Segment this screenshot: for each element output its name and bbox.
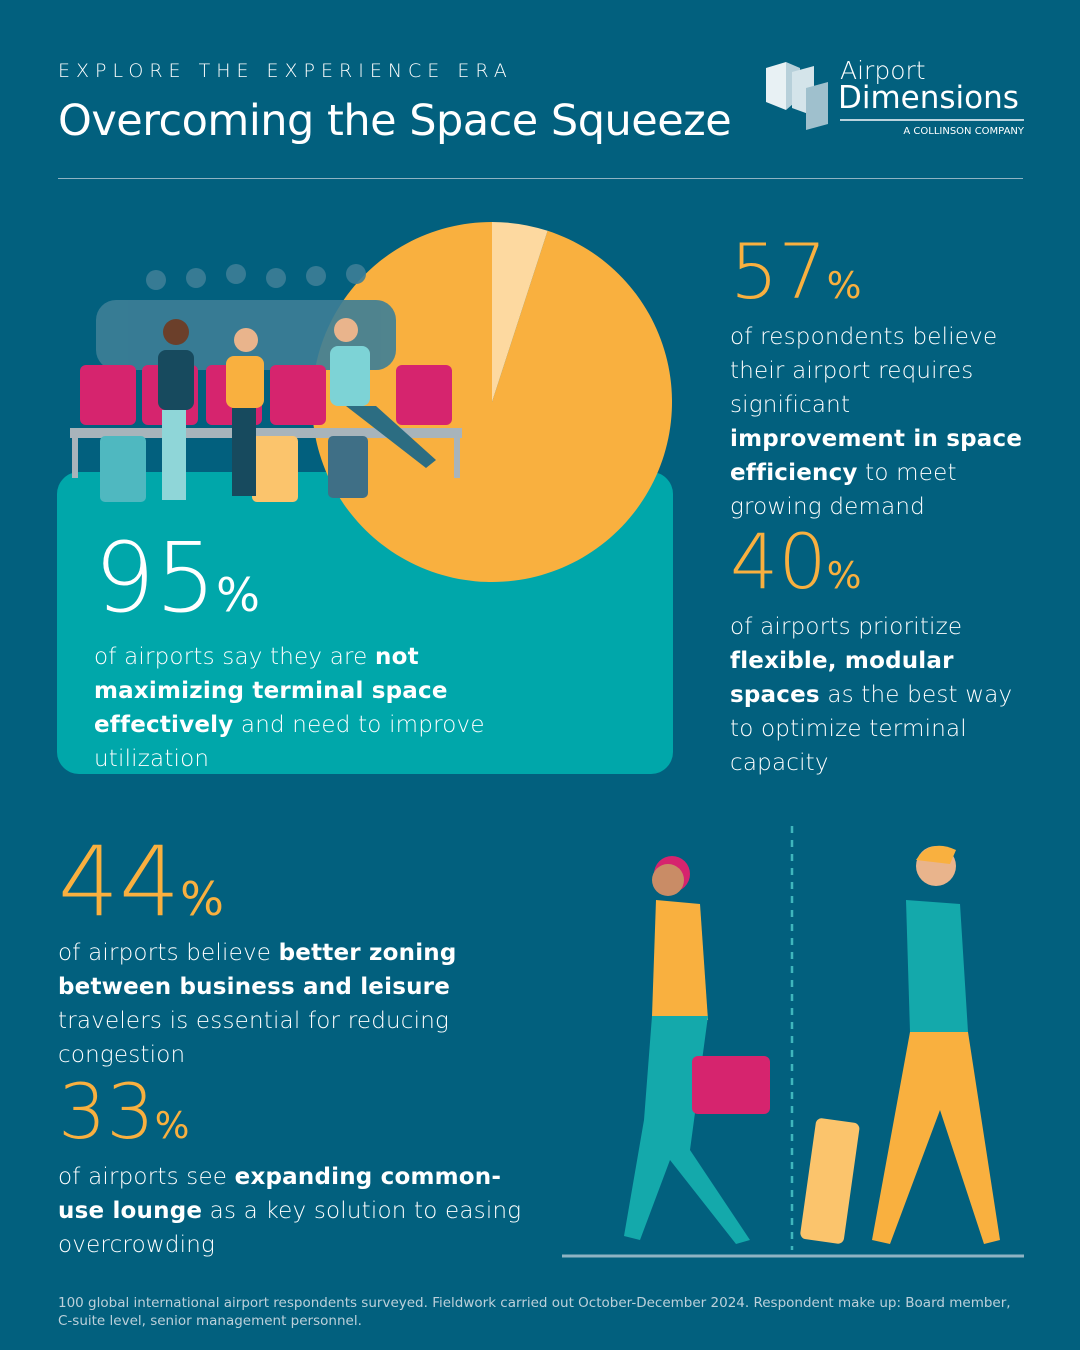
pie-chart <box>311 222 672 582</box>
logo-mark-icon <box>766 62 828 130</box>
pie-slice-95 <box>311 222 672 582</box>
pie-slice-5 <box>492 222 548 402</box>
page-title: Overcoming the Space Squeeze <box>58 96 732 146</box>
walking-travelers-illustration <box>562 826 1024 1258</box>
footnote: 100 global international airport respond… <box>58 1295 1011 1329</box>
stat-33: 33% of airports see expanding common-use… <box>58 1067 522 1259</box>
logo: Airport Dimensions A COLLINSON COMPANY <box>762 56 1024 140</box>
seated-travelers-illustration <box>70 264 462 502</box>
divider <box>58 178 1023 179</box>
stat-95: 95% of airports say they are not maximiz… <box>94 522 485 772</box>
kicker: EXPLORE THE EXPERIENCE ERA <box>58 60 513 82</box>
stat-40: 40% of airports prioritize flexible, mod… <box>730 517 1013 777</box>
stat-44: 44% of airports believe better zoning be… <box>58 826 457 1068</box>
stat-57: 57% of respondents believe their airport… <box>730 227 1023 521</box>
